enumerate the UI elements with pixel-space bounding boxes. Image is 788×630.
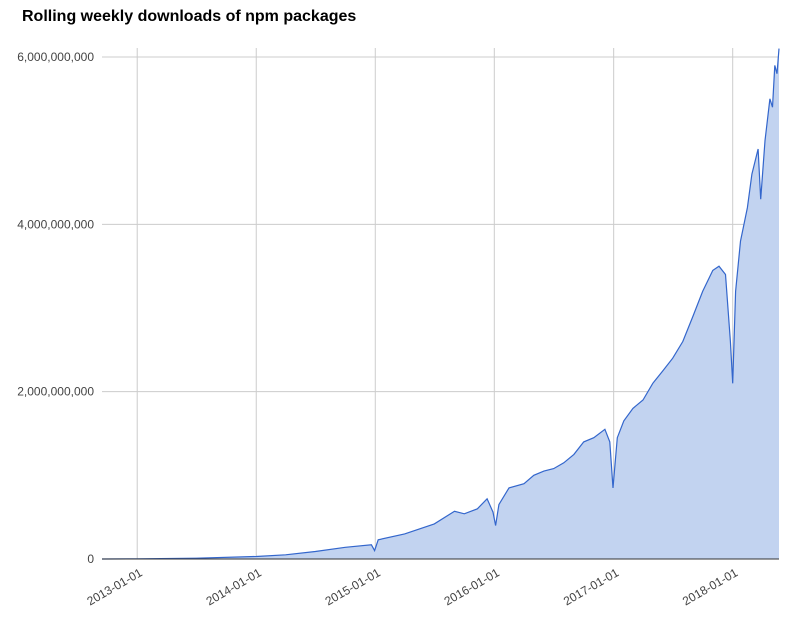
chart-title: Rolling weekly downloads of npm packages	[22, 8, 357, 25]
x-tick-label: 2016-01-01	[442, 565, 502, 608]
area-fill	[102, 48, 779, 559]
y-tick-labels: 0 2,000,000,000 4,000,000,000 6,000,000,000	[17, 50, 94, 566]
series-line	[101, 48, 780, 560]
x-tick-label: 2018-01-01	[680, 565, 740, 608]
y-tick-label: 6,000,000,000	[17, 50, 94, 64]
grid	[102, 48, 779, 559]
x-tick-label: 2015-01-01	[323, 565, 383, 608]
x-tick-label: 2014-01-01	[204, 565, 264, 608]
x-tick-labels: 2013-01-01 2014-01-01 2015-01-01 2016-01-01…	[85, 565, 741, 608]
y-tick-label: 2,000,000,000	[17, 385, 94, 399]
x-tick-label: 2017-01-01	[561, 565, 621, 608]
y-tick-label: 4,000,000,000	[17, 217, 94, 231]
x-tick-label: 2013-01-01	[85, 565, 145, 608]
y-tick-label: 0	[87, 552, 94, 566]
